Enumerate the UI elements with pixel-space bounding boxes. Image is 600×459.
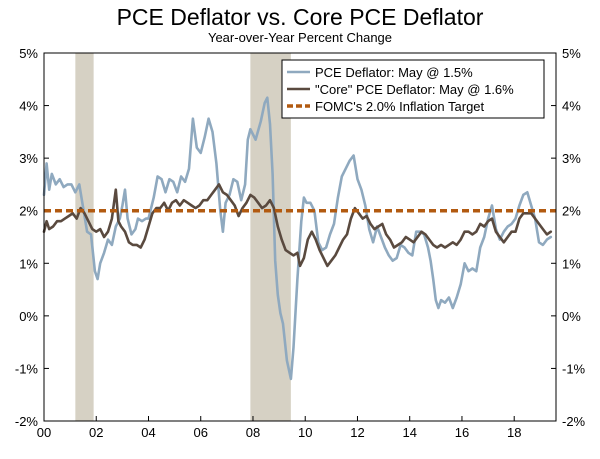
x-tick-label: 18 xyxy=(507,425,521,440)
series-line-0 xyxy=(42,96,553,381)
y-tick-label-left: -2% xyxy=(15,414,39,429)
chart-title: PCE Deflator vs. Core PCE Deflator xyxy=(116,4,484,30)
x-tick-label: 04 xyxy=(141,425,155,440)
y-tick-label-left: 1% xyxy=(19,256,38,271)
series-line-1 xyxy=(42,183,553,268)
x-tick-label: 00 xyxy=(37,425,51,440)
x-tick-label: 08 xyxy=(246,425,260,440)
legend-label-1: "Core" PCE Deflator: May @ 1.6% xyxy=(315,82,514,97)
axis-labels: 5% 5%4% 4%3% 3%2% 2%1% 1%0% 0%-1% -1%-2% -2%00 02… xyxy=(15,46,586,440)
legend: PCE Deflator: May @ 1.5% "Core" PCE Defla… xyxy=(281,59,545,119)
y-tick-label-left: 3% xyxy=(19,151,38,166)
plot-frame xyxy=(43,52,557,422)
x-tick-label: 16 xyxy=(455,425,469,440)
y-tick-label-left: 4% xyxy=(19,99,38,114)
recession-band-0 xyxy=(75,53,94,421)
series-lines xyxy=(42,96,556,381)
y-tick-label-right: 5% xyxy=(562,46,581,61)
x-tick-label: 14 xyxy=(402,425,416,440)
chart-subtitle: Year-over-Year Percent Change xyxy=(207,30,393,45)
recession-bands xyxy=(75,53,291,421)
y-tick-label-left: 0% xyxy=(19,309,38,324)
legend-label-0: PCE Deflator: May @ 1.5% xyxy=(315,65,473,80)
x-tick-label: 06 xyxy=(194,425,208,440)
legend-box xyxy=(281,59,545,119)
y-tick-label-right: 4% xyxy=(562,99,581,114)
y-tick-label-left: 5% xyxy=(19,46,38,61)
x-tick-label: 02 xyxy=(89,425,103,440)
x-tick-label: 12 xyxy=(350,425,364,440)
legend-label-2: FOMC's 2.0% Inflation Target xyxy=(315,99,485,114)
y-tick-label-right: 1% xyxy=(562,256,581,271)
y-tick-label-right: -1% xyxy=(562,361,586,376)
y-tick-label-left: -1% xyxy=(15,361,39,376)
y-tick-label-right: -2% xyxy=(562,414,586,429)
y-tick-label-right: 0% xyxy=(562,309,581,324)
y-tick-label-right: 3% xyxy=(562,151,581,166)
y-tick-label-left: 2% xyxy=(19,204,38,219)
y-tick-label-right: 2% xyxy=(562,204,581,219)
x-tick-label: 10 xyxy=(298,425,312,440)
